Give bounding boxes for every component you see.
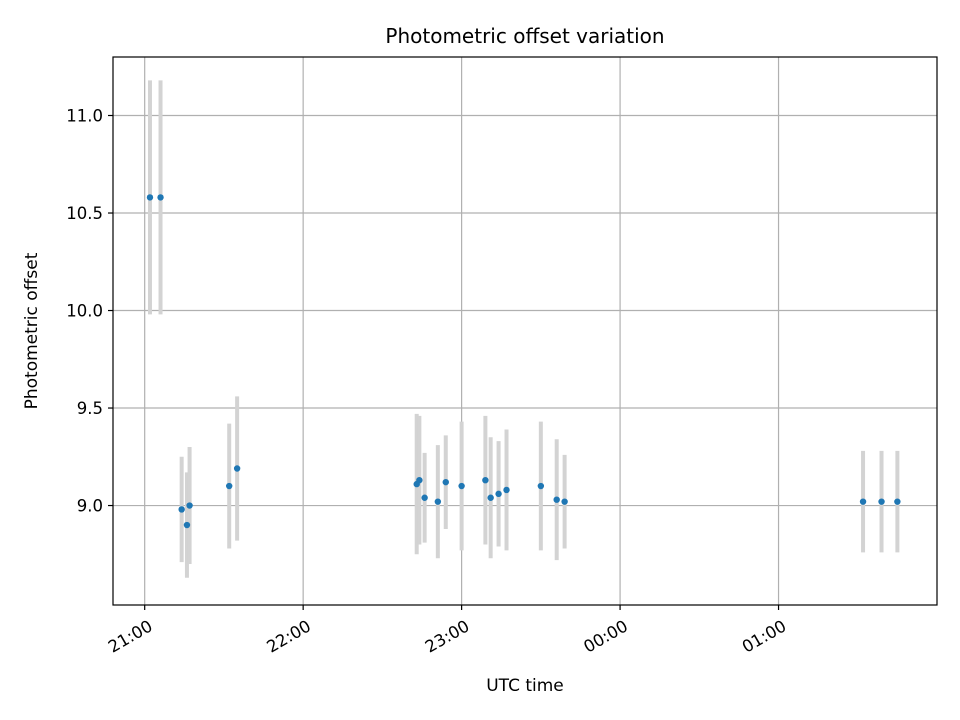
data-point xyxy=(503,486,510,494)
y-tick-label: 10.5 xyxy=(66,204,103,223)
data-point xyxy=(157,194,164,201)
data-point xyxy=(894,498,901,505)
data-points xyxy=(146,194,901,529)
y-tick-label: 9.5 xyxy=(77,399,103,418)
data-point xyxy=(859,498,867,505)
chart-title: Photometric offset variation xyxy=(385,24,664,48)
data-point xyxy=(226,482,233,490)
y-tick-label: 11.0 xyxy=(66,107,103,126)
data-point xyxy=(878,498,885,505)
data-point xyxy=(442,478,449,486)
data-point xyxy=(233,465,241,472)
data-point xyxy=(458,482,465,490)
x-axis-label: UTC time xyxy=(486,676,564,696)
y-axis-ticks: 9.0 9.5 10.0 10.5 11.0 xyxy=(66,107,113,516)
y-axis-label: Photometric offset xyxy=(22,252,42,409)
y-tick-label: 10.0 xyxy=(66,302,103,321)
data-point xyxy=(186,502,193,509)
data-point xyxy=(561,498,568,505)
data-point xyxy=(553,496,560,503)
data-point xyxy=(421,494,428,501)
data-point xyxy=(146,194,154,201)
data-point xyxy=(482,476,489,484)
data-point xyxy=(495,490,502,498)
y-tick-label: 9.0 xyxy=(77,497,103,516)
plot-frame xyxy=(112,56,938,606)
data-point xyxy=(178,506,185,513)
data-point xyxy=(416,476,423,484)
data-point xyxy=(487,494,494,501)
data-point xyxy=(537,482,545,490)
data-point xyxy=(183,521,191,529)
grid xyxy=(113,57,937,605)
data-point xyxy=(434,498,442,505)
